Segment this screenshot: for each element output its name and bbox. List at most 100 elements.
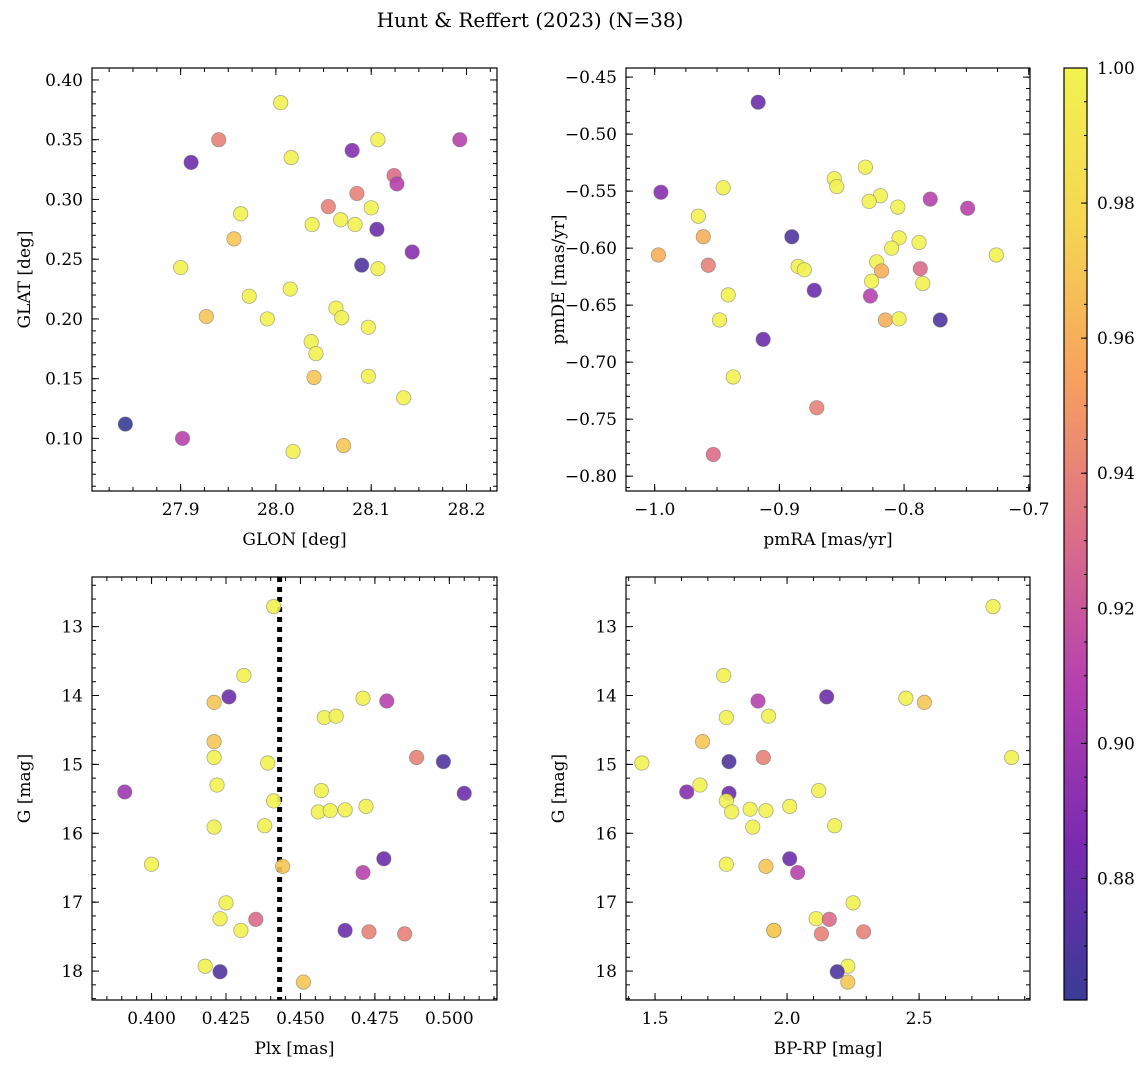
y-tick-label: 14	[595, 686, 617, 706]
data-point	[829, 178, 845, 195]
data-point	[813, 926, 829, 942]
data-point	[233, 206, 249, 222]
data-point	[322, 802, 338, 819]
data-point	[845, 895, 861, 911]
data-point	[206, 694, 222, 710]
colorbar-gradient	[1063, 67, 1088, 1001]
data-point	[864, 273, 880, 289]
y-tick-label: 0.20	[45, 310, 83, 330]
data-point	[782, 798, 798, 815]
data-point	[370, 132, 386, 148]
data-point	[742, 801, 758, 817]
data-point	[988, 247, 1004, 263]
data-point	[408, 749, 425, 766]
data-point	[705, 446, 721, 463]
data-point	[898, 690, 914, 706]
data-point	[856, 924, 872, 940]
data-point	[750, 693, 766, 709]
y-tick-label: −0.55	[565, 182, 617, 202]
data-point	[344, 142, 360, 159]
data-point	[241, 288, 257, 304]
data-point	[985, 599, 1001, 615]
data-point	[259, 311, 275, 327]
panel-sky: 27.9 28.0 28.1 28.2 0.10 0.15 0.20 0.25 0.30 0.35…	[15, 67, 498, 550]
data-point	[117, 784, 133, 800]
data-point	[226, 231, 242, 247]
data-point	[404, 244, 420, 260]
y-tick-label: 0.30	[45, 190, 83, 210]
x-axis-label: BP-RP [mag]	[774, 1039, 883, 1059]
data-point	[143, 856, 160, 872]
data-point	[690, 208, 706, 224]
data-point	[750, 94, 766, 110]
data-point	[891, 311, 907, 327]
x-tick-label: 1.5	[642, 1009, 669, 1029]
data-point	[694, 734, 711, 750]
points-layer	[650, 94, 1004, 463]
points-layer	[634, 599, 1020, 990]
colorbar-tick-label: 0.90	[1097, 734, 1135, 754]
data-point	[282, 281, 298, 297]
data-point	[760, 708, 777, 724]
data-point	[806, 282, 822, 298]
points-layer	[117, 95, 468, 460]
y-tick-label: 17	[595, 893, 617, 913]
y-tick-label: −0.45	[565, 68, 617, 88]
data-point	[349, 185, 365, 202]
data-point	[236, 667, 252, 684]
data-point	[725, 369, 741, 385]
data-point	[248, 911, 264, 927]
points-layer	[117, 577, 472, 1000]
data-point	[891, 230, 907, 246]
data-point	[363, 200, 379, 216]
data-point	[829, 964, 845, 980]
data-point	[304, 216, 320, 233]
data-point	[174, 430, 191, 447]
data-point	[720, 287, 736, 303]
colorbar: 0.88 0.90 0.92 0.94 0.96 0.98 1.00	[1063, 59, 1135, 1001]
x-tick-label: 0.500	[425, 1009, 474, 1029]
data-point	[334, 310, 350, 326]
data-point	[333, 212, 349, 228]
x-tick-label: 2.0	[774, 1009, 801, 1029]
data-point	[233, 922, 249, 939]
y-axis-label: G [mag]	[15, 754, 35, 823]
data-point	[711, 312, 728, 328]
data-point	[890, 199, 906, 215]
data-point	[335, 437, 352, 454]
x-tick-label: 0.400	[127, 1009, 176, 1029]
data-point	[840, 974, 856, 990]
colorbar-tick-label: 0.88	[1097, 869, 1135, 889]
y-tick-label: 0.10	[45, 429, 83, 449]
data-point	[912, 261, 928, 277]
data-point	[212, 911, 228, 927]
data-point	[827, 818, 843, 834]
data-point	[328, 708, 344, 724]
data-point	[922, 191, 938, 207]
data-point	[758, 858, 774, 874]
y-tick-label: 17	[61, 893, 83, 913]
data-point	[452, 132, 468, 148]
data-point	[809, 400, 825, 416]
y-tick-label: −0.70	[565, 353, 617, 373]
data-point	[358, 798, 374, 815]
data-point	[266, 793, 282, 809]
data-point	[337, 802, 353, 818]
y-tick-label: 16	[595, 824, 617, 844]
data-point	[695, 229, 711, 245]
data-point	[209, 777, 225, 793]
y-tick-label: 15	[61, 755, 83, 775]
x-axis-label: Plx [mas]	[254, 1039, 334, 1059]
data-point	[721, 754, 737, 770]
panel-parallax-magnitude: 0.400 0.425 0.450 0.475 0.500 13 14 15 16 17 18 Plx…	[15, 576, 498, 1059]
data-point	[376, 851, 392, 867]
x-tick-label: −0.7	[1008, 500, 1049, 520]
y-tick-label: 13	[595, 618, 617, 638]
y-axis-label: pmDE [mas/yr]	[549, 214, 569, 344]
data-point	[915, 275, 931, 292]
axes-frame	[625, 67, 1031, 492]
y-tick-label: −0.65	[565, 296, 617, 316]
data-point	[211, 132, 227, 148]
data-point	[1003, 749, 1020, 766]
y-tick-label: 0.40	[45, 71, 83, 91]
